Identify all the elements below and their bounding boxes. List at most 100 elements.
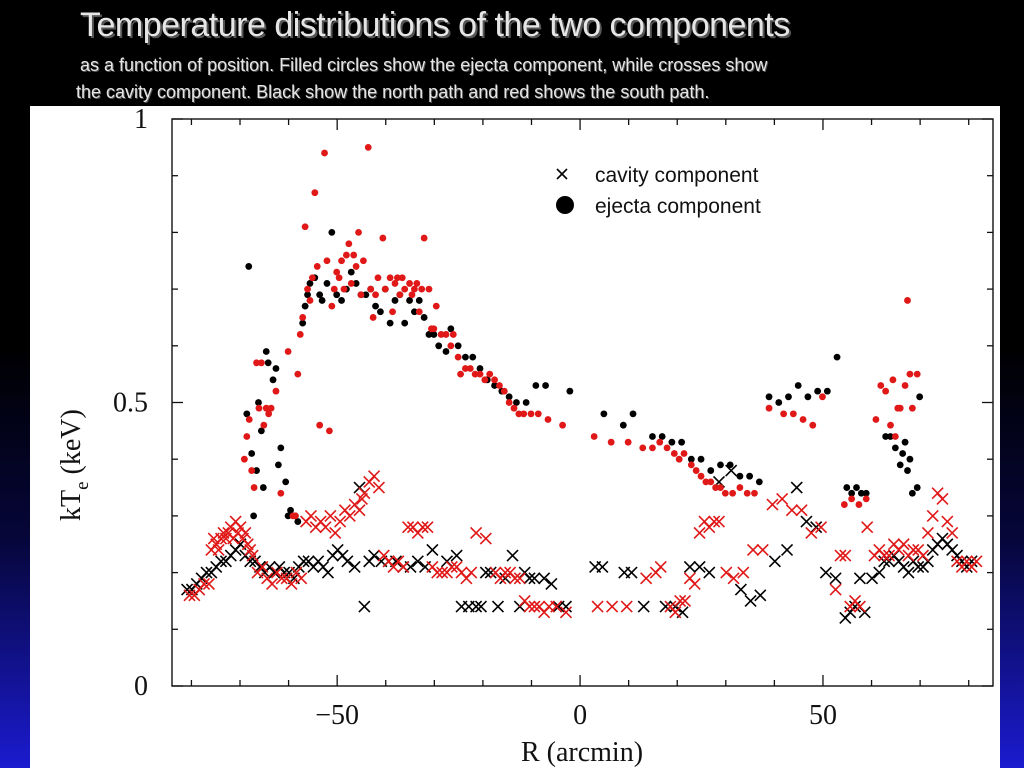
cavity-point <box>768 555 781 568</box>
ejecta-point <box>323 280 331 287</box>
cavity-point <box>550 600 563 613</box>
cavity-point <box>829 583 842 596</box>
cavity-point <box>329 526 342 539</box>
ejecta-point <box>855 501 863 508</box>
ejecta-point <box>785 393 792 401</box>
cavity-point <box>214 555 228 568</box>
ejecta-north-series <box>243 229 924 525</box>
ejecta-point <box>799 416 807 423</box>
ejecta-point <box>675 455 683 463</box>
ejecta-point <box>629 410 637 418</box>
ejecta-point <box>260 421 268 429</box>
cavity-point <box>620 600 633 613</box>
cavity-point <box>916 549 930 562</box>
ejecta-point <box>746 472 754 480</box>
cavity-point <box>708 515 721 528</box>
cavity-point <box>324 509 337 522</box>
ejecta-point <box>245 263 253 270</box>
ejecta-point <box>257 359 265 367</box>
ejecta-point <box>333 291 341 299</box>
cavity-point <box>727 572 740 585</box>
ejecta-point <box>522 399 530 406</box>
ejecta-point <box>328 302 336 310</box>
cavity-point <box>829 572 842 585</box>
cavity-point <box>897 538 910 551</box>
cavity-point <box>470 600 483 613</box>
ejecta-point <box>520 410 528 418</box>
cavity-point <box>819 566 832 579</box>
axis-ticks: −50 0 50 0 0.5 1 <box>113 106 993 731</box>
ejecta-point <box>321 149 328 157</box>
ejecta-point <box>889 376 897 384</box>
cavity-point <box>591 600 604 613</box>
cavity-point <box>523 600 536 613</box>
ejecta-point <box>566 387 574 395</box>
cavity-point <box>712 515 726 528</box>
cavity-point <box>637 600 650 613</box>
ejecta-point <box>316 421 324 429</box>
ejecta-point <box>887 421 894 429</box>
ejecta-point <box>386 274 394 282</box>
ejecta-point <box>491 382 498 389</box>
ejecta-point <box>862 489 870 497</box>
ejecta-point <box>406 280 413 287</box>
ejecta-point <box>294 370 302 378</box>
cavity-point <box>479 566 492 579</box>
plot-frame <box>171 118 994 687</box>
ejecta-point <box>819 393 826 401</box>
ejecta-point <box>243 433 251 440</box>
ejecta-point <box>253 359 260 367</box>
cavity-point <box>625 566 638 579</box>
cavity-point <box>814 521 828 534</box>
cavity-point <box>499 566 512 579</box>
ejecta-point <box>274 461 282 469</box>
cavity-point <box>805 526 818 539</box>
cavity-point <box>790 481 803 494</box>
ejecta-point <box>486 370 494 378</box>
ejecta-point <box>697 455 705 463</box>
ejecta-point <box>639 444 647 452</box>
y-tick-label: 1 <box>134 106 148 135</box>
ejecta-point <box>449 331 457 338</box>
cavity-point <box>865 572 879 585</box>
cavity-point <box>411 555 424 568</box>
ejecta-point <box>789 410 797 418</box>
cavity-point <box>484 566 497 579</box>
ejecta-point <box>372 291 379 299</box>
ejecta-point <box>264 359 272 367</box>
slide-subtitle-line-2: the cavity component. Black show the nor… <box>76 82 710 102</box>
cavity-point <box>304 509 318 522</box>
y-axis-label: kTe (keV) <box>56 409 93 521</box>
ejecta-point <box>534 410 542 418</box>
x-tick-label: −50 <box>315 700 359 731</box>
ejecta-point <box>325 427 333 435</box>
x-axis-label: R (arcmin) <box>521 737 643 768</box>
ejecta-point <box>765 404 773 412</box>
cavity-point <box>720 566 733 579</box>
ejecta-point <box>415 297 423 304</box>
ejecta-point <box>284 512 292 520</box>
ejecta-point <box>396 291 404 299</box>
cavity-point <box>606 600 619 613</box>
cavity-point <box>256 560 269 573</box>
ejecta-point <box>624 438 632 446</box>
y-tick-label: 0 <box>134 671 148 702</box>
cavity-point <box>640 572 653 585</box>
cavity-point <box>839 549 852 562</box>
ejecta-point <box>386 319 394 327</box>
ejecta-point <box>442 331 450 338</box>
ejecta-point <box>338 257 345 265</box>
slide-title: Temperature distributions of the two com… <box>80 6 790 44</box>
cavity-point <box>266 577 279 591</box>
cavity-point <box>873 566 886 579</box>
ejecta-point <box>680 450 688 457</box>
ejecta-point <box>420 314 428 321</box>
ejecta-point <box>707 467 715 474</box>
ejecta-point <box>462 365 469 372</box>
cavity-point <box>693 526 706 539</box>
cavity-point <box>372 481 386 494</box>
ejecta-point <box>379 234 387 242</box>
data-marks <box>180 143 983 625</box>
ejecta-point <box>240 455 248 463</box>
ejecta-point <box>425 331 433 338</box>
